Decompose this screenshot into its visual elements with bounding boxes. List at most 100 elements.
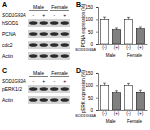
row-label: SOD1G93A: [2, 79, 26, 84]
error-bar: [127, 17, 130, 19]
band: [61, 98, 69, 102]
blot-strip: [28, 52, 70, 60]
band: [29, 21, 37, 25]
y-tick: 50: [88, 30, 98, 35]
band: [61, 21, 69, 25]
y-tick-mark: [96, 44, 98, 45]
x-tick-label: (+): [138, 45, 144, 50]
blot-strip: [28, 30, 70, 38]
error-bar: [139, 27, 142, 29]
band: [61, 54, 69, 58]
x-axis: (-) (+) (-) (+): [99, 110, 148, 116]
y-tick-label: 50: [88, 96, 94, 101]
y-tick-label: 150: [85, 71, 93, 76]
y-tick-mark: [96, 85, 98, 86]
x-tick-label: (-): [102, 45, 107, 50]
band: [29, 54, 37, 58]
bar: [112, 93, 120, 110]
y-tick-mark: [96, 19, 98, 20]
band: [40, 98, 48, 102]
panel-label: C: [2, 67, 7, 74]
row-label: SOD1G93A: [2, 13, 26, 18]
x-axis: (-) (+) (-) (+): [99, 44, 148, 50]
band: [61, 43, 69, 47]
band: [61, 87, 69, 91]
annotation: Male: [106, 119, 116, 124]
y-axis: 050100150: [85, 5, 98, 47]
error-bar: [115, 28, 118, 30]
y-tick: 100: [85, 83, 98, 88]
lane-label: +: [63, 78, 66, 84]
x-tick: (+): [114, 44, 120, 50]
y-axis-line: [96, 8, 99, 45]
annotation: Female: [127, 119, 143, 124]
annotation: SOD1G93A: [75, 47, 96, 52]
chart-panel: B050100150(-)(+)(-)(+)PCNA expression (%…: [75, 1, 148, 58]
lane-label: -: [32, 78, 34, 84]
y-axis: 050100150: [85, 71, 98, 113]
band: [50, 21, 58, 25]
chart-panel: D050100150(-)(+)(-)(+)pERK expression (%…: [75, 67, 148, 124]
band: [29, 87, 37, 91]
error-bar: [127, 83, 130, 85]
bar: [124, 19, 132, 44]
plot-area: [100, 83, 144, 110]
figure: AMaleFemaleSOD1G93A-+-+hSOD1PCNAcdc2Acti…: [0, 0, 150, 130]
band: [61, 32, 69, 36]
plot-area: [100, 17, 144, 44]
annotation: SOD1G93A: [75, 113, 96, 118]
x-tick: (-): [126, 44, 131, 50]
blot-strip: [28, 19, 70, 27]
blot-panel: AMaleFemaleSOD1G93A-+-+hSOD1PCNAcdc2Acti…: [2, 1, 70, 60]
y-tick-mark: [96, 32, 98, 33]
y-tick-label: 150: [85, 5, 93, 10]
bar: [136, 92, 144, 110]
bar: [100, 19, 108, 44]
band-label: Actin: [2, 53, 13, 59]
band: [50, 98, 58, 102]
bar: [124, 85, 132, 110]
x-tick: (-): [126, 110, 131, 116]
band: [50, 43, 58, 47]
blot-strip: [28, 96, 70, 104]
y-tick: 150: [85, 5, 98, 10]
y-tick-label: 100: [85, 83, 93, 88]
band-label: cdc2: [2, 42, 13, 48]
annotation: Female: [127, 53, 143, 58]
x-tick-label: (+): [114, 111, 120, 116]
lane-label: +: [42, 12, 45, 18]
error-bar: [103, 83, 106, 85]
group-label: Male: [33, 4, 44, 10]
band: [40, 32, 48, 36]
band: [50, 32, 58, 36]
y-axis-title: pERK expression (%): [81, 69, 86, 113]
x-tick-label: (+): [114, 45, 120, 50]
y-tick-mark: [96, 110, 98, 111]
blot-panel: CMaleFemaleSOD1G93A-+-+pERK1/2Actin: [2, 67, 70, 104]
band: [40, 21, 48, 25]
y-axis-line: [96, 74, 99, 111]
y-tick: 150: [85, 71, 98, 76]
band: [40, 54, 48, 58]
y-tick-mark: [96, 73, 98, 74]
x-tick: (-): [102, 44, 107, 50]
annotation: Male: [106, 53, 116, 58]
x-tick: (+): [114, 110, 120, 116]
x-tick: (-): [102, 110, 107, 116]
group-label: Female: [51, 4, 68, 10]
band: [50, 54, 58, 58]
band: [29, 32, 37, 36]
x-tick-label: (-): [102, 111, 107, 116]
x-tick-label: (+): [138, 111, 144, 116]
band: [29, 43, 37, 47]
y-axis-title: PCNA expression (%): [81, 3, 86, 47]
error-bar: [115, 91, 118, 93]
y-tick: 100: [85, 17, 98, 22]
y-tick-mark: [96, 98, 98, 99]
lane-label: -: [32, 12, 34, 18]
group-label: Female: [51, 70, 68, 76]
band-label: PCNA: [2, 31, 17, 37]
error-bar: [139, 90, 142, 92]
lane-label: -: [53, 12, 55, 18]
band-label: pERK1/2: [2, 86, 22, 92]
